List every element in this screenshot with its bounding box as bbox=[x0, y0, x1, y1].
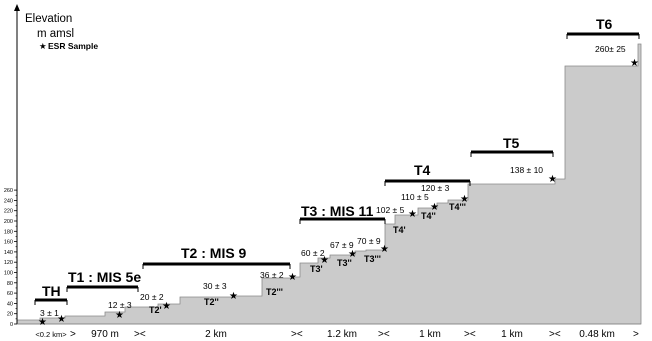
age-label: 138 ± 10 bbox=[510, 165, 543, 175]
terrace-label-t5: T5 bbox=[503, 135, 520, 151]
distance-label: 1.2 km bbox=[327, 329, 357, 340]
bracket-mark: >< bbox=[464, 329, 476, 340]
distance-label: 1 km bbox=[419, 329, 441, 340]
subterrace-label: T2''' bbox=[266, 287, 283, 297]
age-label: 30 ± 3 bbox=[203, 281, 227, 291]
esr-sample-star-icon: ★ bbox=[460, 194, 469, 205]
subterrace-label: T4'' bbox=[421, 211, 436, 221]
terrace-label-t6: T6 bbox=[596, 16, 613, 32]
bracket-mark: >< bbox=[378, 329, 390, 340]
subterrace-label: T3'' bbox=[337, 258, 352, 268]
terrace-label-th: TH bbox=[42, 283, 61, 299]
esr-sample-star-icon: ★ bbox=[430, 202, 439, 213]
terrain-profile bbox=[16, 43, 642, 325]
distance-label: 1 km bbox=[501, 329, 523, 340]
terrace-label-t1: T1 : MIS 5e bbox=[68, 269, 141, 285]
age-label: 102 ± 5 bbox=[376, 205, 405, 215]
y-tick-label: 200 bbox=[4, 219, 13, 225]
esr-sample-star-icon: ★ bbox=[548, 174, 557, 185]
subterrace-label: T2'' bbox=[204, 297, 219, 307]
esr-sample-star-icon: ★ bbox=[408, 209, 417, 220]
esr-sample-star-icon: ★ bbox=[380, 244, 389, 255]
age-label: 110 ± 5 bbox=[401, 192, 429, 202]
y-tick-label: 240 bbox=[4, 198, 13, 204]
terrace-bars bbox=[35, 32, 639, 302]
distance-label: 0.48 km bbox=[579, 329, 615, 340]
y-tick-label: 180 bbox=[4, 229, 13, 235]
esr-sample-star-icon: ★ bbox=[348, 249, 357, 260]
bracket-mark: >< bbox=[291, 329, 303, 340]
esr-sample-star-icon: ★ bbox=[320, 255, 329, 266]
terrace-label-t4: T4 bbox=[414, 162, 431, 178]
y-tick-label: 160 bbox=[4, 240, 13, 246]
terrace-label-t3: T3 : MIS 11 bbox=[301, 203, 374, 219]
subterrace-label: T2' bbox=[149, 305, 162, 315]
y-axis-arrow bbox=[14, 4, 20, 11]
esr-sample-star-icon: ★ bbox=[38, 317, 47, 328]
y-tick-label: 260 bbox=[4, 188, 13, 194]
subterrace-label: T3''' bbox=[364, 254, 381, 264]
legend-label: ESR Sample bbox=[48, 41, 98, 51]
terrace-label-t2: T2 : MIS 9 bbox=[181, 245, 247, 261]
y-tick-label: 40 bbox=[7, 301, 13, 307]
distance-label: 2 km bbox=[205, 329, 227, 340]
age-label: 70 ± 9 bbox=[357, 236, 381, 246]
age-label: 260± 25 bbox=[595, 44, 626, 54]
age-label: 36 ± 2 bbox=[260, 270, 284, 280]
subterrace-label: T3' bbox=[310, 264, 323, 274]
subterrace-label: T4''' bbox=[449, 202, 466, 212]
age-label: 60 ± 2 bbox=[301, 248, 325, 258]
y-tick-label: 140 bbox=[4, 250, 13, 256]
esr-sample-star-icon: ★ bbox=[630, 58, 639, 69]
bracket-mark: >< bbox=[134, 329, 146, 340]
age-label: 3 ± 1 bbox=[40, 308, 59, 318]
esr-sample-star-icon: ★ bbox=[162, 301, 171, 312]
age-label: 67 ± 9 bbox=[330, 240, 354, 250]
age-label: 20 ± 2 bbox=[140, 292, 164, 302]
axis-unit: m amsl bbox=[37, 28, 74, 40]
bracket-mark: >< bbox=[549, 329, 561, 340]
subterrace-label: T4' bbox=[393, 225, 406, 235]
age-label: 12 ± 3 bbox=[108, 300, 132, 310]
bracket-mark: > bbox=[70, 329, 76, 340]
y-tick-label: 20 bbox=[7, 312, 13, 318]
y-tick-label: 100 bbox=[4, 271, 13, 277]
legend-star-icon: ★ bbox=[39, 41, 47, 51]
y-tick-label: 80 bbox=[7, 281, 13, 287]
y-tick-label: 120 bbox=[4, 260, 13, 266]
esr-sample-star-icon: ★ bbox=[57, 314, 66, 325]
distance-label: <0.2 km> bbox=[35, 330, 67, 339]
bracket-mark: > bbox=[633, 329, 639, 340]
esr-sample-star-icon: ★ bbox=[115, 310, 124, 321]
axis-title: Elevation bbox=[25, 13, 72, 25]
y-tick-label: 0 bbox=[10, 322, 13, 328]
age-label: 120 ± 3 bbox=[421, 183, 450, 193]
esr-sample-star-icon: ★ bbox=[288, 272, 297, 283]
distance-label: 970 m bbox=[91, 329, 119, 340]
esr-sample-star-icon: ★ bbox=[229, 291, 238, 302]
y-tick-label: 60 bbox=[7, 291, 13, 297]
y-tick-label: 220 bbox=[4, 209, 13, 215]
